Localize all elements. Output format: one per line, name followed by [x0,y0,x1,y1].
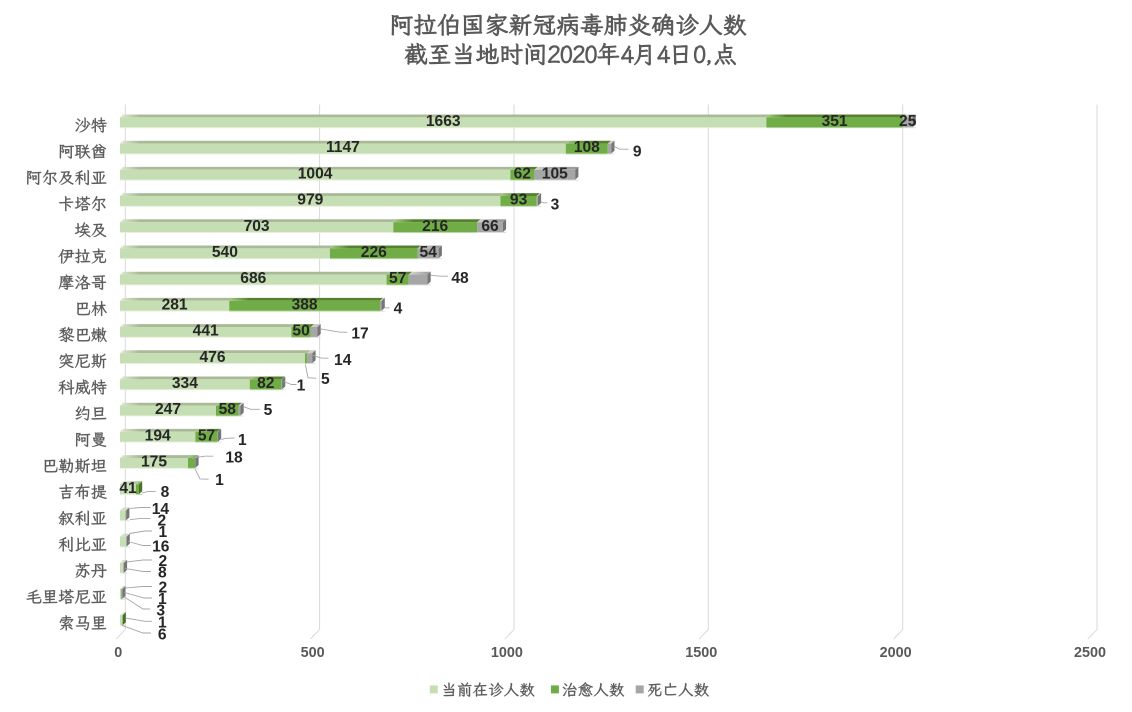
svg-text:1147: 1147 [326,139,360,156]
svg-text:66: 66 [481,218,499,235]
svg-text:6: 6 [158,626,167,643]
svg-text:1: 1 [158,615,167,632]
svg-text:500: 500 [301,645,325,661]
svg-text:18: 18 [225,450,243,467]
svg-text:0: 0 [114,645,122,661]
svg-text:2000: 2000 [880,645,912,661]
svg-text:1000: 1000 [491,645,523,661]
svg-text:4: 4 [394,301,403,318]
svg-text:1663: 1663 [426,113,461,130]
svg-text:216: 216 [422,218,448,235]
svg-text:2: 2 [158,580,167,597]
svg-text:1: 1 [158,591,167,608]
svg-text:9: 9 [633,143,642,160]
svg-text:2: 2 [158,513,167,530]
svg-text:54: 54 [420,244,438,261]
svg-text:3: 3 [156,602,165,619]
svg-text:1500: 1500 [685,645,717,661]
svg-text:105: 105 [542,165,568,182]
svg-text:50: 50 [292,323,310,340]
svg-text:175: 175 [141,454,167,471]
svg-text:334: 334 [172,375,198,392]
svg-text:441: 441 [193,323,219,340]
svg-text:48: 48 [451,270,469,287]
svg-text:57: 57 [389,270,406,287]
svg-text:5: 5 [264,402,273,419]
svg-text:5: 5 [321,371,330,388]
svg-text:3: 3 [551,197,560,214]
svg-text:226: 226 [361,244,387,261]
svg-text:2500: 2500 [1074,645,1106,661]
svg-text:476: 476 [199,349,225,366]
svg-text:1: 1 [215,472,224,489]
svg-text:41: 41 [119,480,137,497]
svg-text:62: 62 [514,165,532,182]
svg-text:8: 8 [158,565,167,582]
svg-text:8: 8 [161,484,170,501]
svg-text:979: 979 [297,192,323,209]
svg-text:194: 194 [145,427,171,444]
svg-text:1: 1 [238,432,247,449]
svg-text:58: 58 [219,401,237,418]
svg-text:93: 93 [510,192,528,209]
svg-text:388: 388 [292,296,318,313]
svg-text:14: 14 [152,501,170,518]
svg-text:281: 281 [162,296,188,313]
svg-text:17: 17 [351,326,368,343]
svg-text:57: 57 [198,427,215,444]
svg-text:16: 16 [152,539,170,556]
svg-text:686: 686 [240,270,266,287]
svg-text:14: 14 [334,352,352,369]
svg-text:25: 25 [899,113,917,130]
svg-text:82: 82 [257,375,275,392]
svg-text:351: 351 [822,113,848,130]
svg-text:1: 1 [158,524,167,541]
svg-text:1004: 1004 [298,165,333,182]
svg-text:108: 108 [574,139,600,156]
svg-text:1: 1 [297,378,306,395]
svg-text:2: 2 [158,553,167,570]
svg-text:247: 247 [155,401,181,418]
svg-text:703: 703 [244,218,270,235]
svg-text:540: 540 [212,244,238,261]
